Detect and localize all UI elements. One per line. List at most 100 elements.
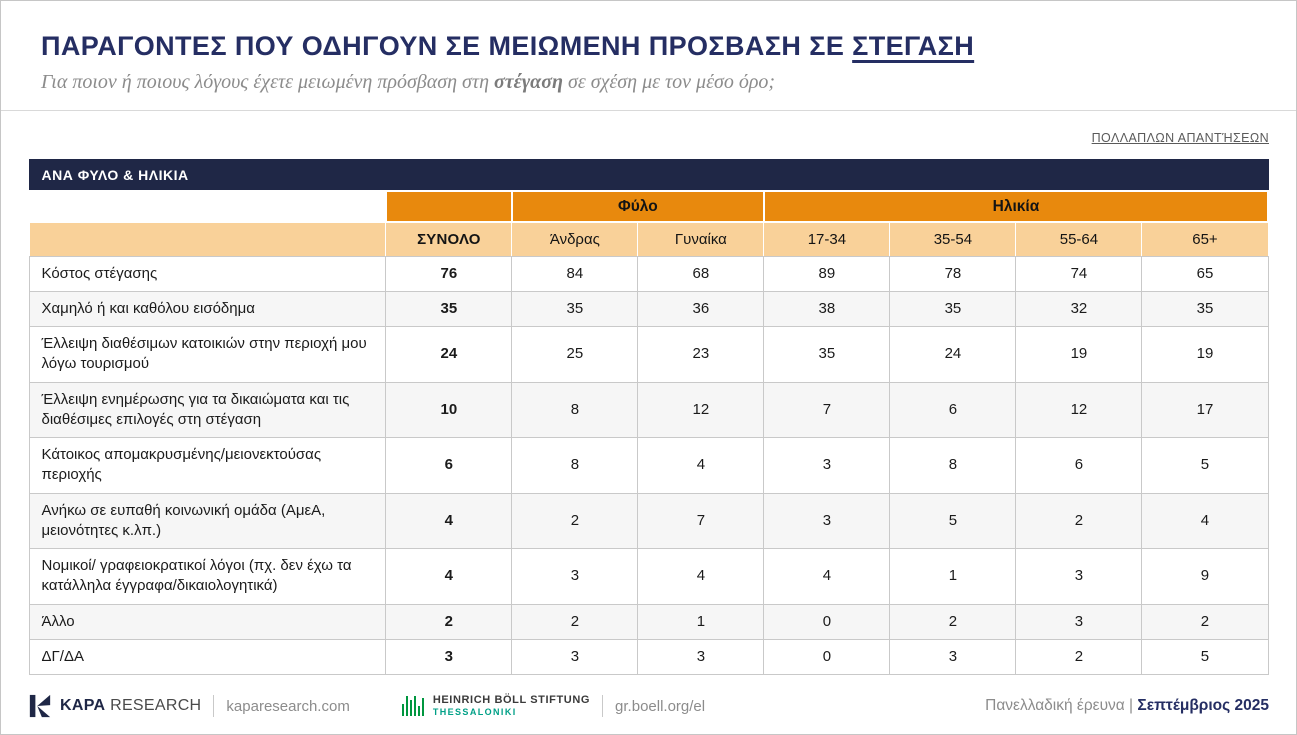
corner-blank-cell	[28, 190, 387, 223]
kapa-wordmark: KAPA RESEARCH	[60, 697, 201, 715]
cell-total: 3	[385, 638, 513, 676]
table-body: Κόστος στέγασης 76 84 68 89 78 74 65 Χαμηλό ή κα…	[28, 255, 1269, 676]
section-title: ΑΝΑ ΦΥΛΟ & ΗΛΙΚΙΑ	[28, 159, 1269, 192]
cell-value: 35	[511, 290, 639, 328]
cell-total: 76	[385, 255, 513, 292]
cell-value: 3	[763, 492, 891, 549]
cell-value: 3	[511, 638, 639, 676]
cell-value: 2	[511, 492, 639, 549]
cell-total: 6	[385, 437, 513, 494]
cell-total: 24	[385, 326, 513, 383]
cell-value: 3	[511, 548, 639, 605]
column-header-35-54: 35-54	[889, 221, 1017, 257]
cell-value: 2	[511, 603, 639, 640]
subtitle-suffix: σε σχέση με τον μέσο όρο;	[563, 71, 776, 93]
column-header-17-34: 17-34	[763, 221, 891, 257]
boell-brand: HEINRICH BÖLL STIFTUNG THESSALONIKI	[401, 694, 590, 718]
survey-info-prefix: Πανελλαδική έρευνα |	[985, 697, 1138, 714]
cell-value: 7	[637, 492, 765, 549]
group-header-row: Φύλο Ηλικία	[28, 190, 1270, 223]
subtitle-prefix: Για ποιον ή ποιους λόγους έχετε μειωμένη…	[41, 71, 494, 93]
cell-total: 10	[385, 381, 513, 438]
multiple-answers-note: ΠΟΛΛΑΠΛΩΝ ΑΠΑΝΤΉΣΕΩΝ	[1091, 131, 1269, 145]
cell-value: 24	[889, 326, 1017, 383]
row-label: Ανήκω σε ευπαθή κοινωνική ομάδα (ΑμεΑ, μ…	[28, 492, 387, 549]
column-header-total: ΣΥΝΟΛΟ	[385, 221, 513, 257]
cell-value: 6	[889, 381, 1017, 438]
cell-value: 2	[1141, 603, 1269, 640]
boell-logo-icon	[401, 695, 424, 716]
cell-value: 65	[1141, 255, 1269, 292]
table-row: Έλλειψη ενημέρωσης για τα δικαιώματα και…	[28, 381, 1269, 438]
cell-value: 6	[1015, 437, 1143, 494]
cell-value: 74	[1015, 255, 1143, 292]
boell-city: THESSALONIKI	[432, 707, 517, 718]
cell-value: 12	[637, 381, 765, 438]
group-header-gender: Φύλο	[510, 190, 765, 223]
cell-value: 5	[889, 492, 1017, 549]
cell-value: 5	[1141, 638, 1269, 676]
table-row: Έλλειψη διαθέσιμων κατοικιών στην περιοχ…	[28, 326, 1269, 383]
table-row: Χαμηλό ή και καθόλου εισόδημα 35 35 36 38 35 3…	[28, 290, 1269, 328]
column-header-male: Άνδρας	[511, 221, 639, 257]
header: ΠΑΡΑΓΟΝΤΕΣ ΠΟΥ ΟΔΗΓΟΥΝ ΣΕ ΜΕΙΩΜΕΝΗ ΠΡΟΣΒ…	[1, 1, 1296, 94]
row-label: Νομικοί/ γραφειοκρατικοί λόγοι (πχ. δεν …	[28, 548, 387, 605]
table-row: Κάτοικος απομακρυσμένης/μειονεκτούσας πε…	[28, 437, 1269, 494]
row-label: Κάτοικος απομακρυσμένης/μειονεκτούσας πε…	[28, 437, 387, 494]
cell-value: 32	[1015, 290, 1143, 328]
kapa-logo-icon	[29, 694, 51, 718]
cell-value: 7	[763, 381, 891, 438]
boell-wordmark: HEINRICH BÖLL STIFTUNG THESSALONIKI	[433, 694, 590, 718]
cell-value: 68	[637, 255, 765, 292]
section-title-row: ΑΝΑ ΦΥΛΟ & ΗΛΙΚΙΑ	[28, 159, 1269, 192]
cell-value: 4	[637, 437, 765, 494]
page-subtitle: Για ποιον ή ποιους λόγους έχετε μειωμένη…	[41, 71, 1256, 94]
cell-total: 4	[385, 492, 513, 549]
survey-date: Σεπτέμβριος 2025	[1137, 697, 1269, 714]
cell-value: 1	[637, 603, 765, 640]
footer: KAPA RESEARCH kaparesearch.com HEINRICH …	[1, 682, 1296, 734]
column-header-55-64: 55-64	[1015, 221, 1143, 257]
cell-value: 89	[763, 255, 891, 292]
cell-value: 19	[1015, 326, 1143, 383]
cell-value: 3	[637, 638, 765, 676]
table-row: Ανήκω σε ευπαθή κοινωνική ομάδα (ΑμεΑ, μ…	[28, 492, 1269, 549]
footer-left: KAPA RESEARCH kaparesearch.com HEINRICH …	[28, 694, 705, 718]
subtitle-bold-word: στέγαση	[494, 71, 564, 93]
column-header-row: ΣΥΝΟΛΟ Άνδρας Γυναίκα 17-34 35-54 55-64 …	[28, 221, 1269, 257]
row-label: Έλλειψη ενημέρωσης για τα δικαιώματα και…	[28, 381, 387, 438]
cell-value: 2	[1015, 638, 1143, 676]
footer-divider-2	[602, 695, 604, 717]
cell-value: 8	[511, 381, 639, 438]
results-table: ΑΝΑ ΦΥΛΟ & ΗΛΙΚΙΑ Φύλο Ηλικία ΣΥΝΟΛΟ Άνδ…	[28, 159, 1270, 676]
kapa-wordmark-light: RESEARCH	[110, 697, 202, 714]
cell-value: 8	[511, 437, 639, 494]
cell-value: 36	[637, 290, 765, 328]
column-header-female: Γυναίκα	[637, 221, 765, 257]
cell-value: 3	[763, 437, 891, 494]
group-header-age: Ηλικία	[762, 190, 1270, 223]
footer-divider-1	[213, 695, 215, 717]
cell-value: 4	[637, 548, 765, 605]
boell-name: HEINRICH BÖLL STIFTUNG	[432, 694, 591, 706]
table-row: Άλλο 2 2 1 0 2 3 2	[28, 603, 1269, 640]
note-row: ΠΟΛΛΑΠΛΩΝ ΑΠΑΝΤΉΣΕΩΝ	[1, 119, 1296, 153]
cell-value: 35	[1141, 290, 1269, 328]
label-column-header	[28, 221, 387, 257]
boell-url: gr.boell.org/el	[615, 697, 706, 715]
row-label: Χαμηλό ή και καθόλου εισόδημα	[28, 290, 387, 328]
cell-value: 2	[1015, 492, 1143, 549]
cell-value: 3	[1015, 603, 1143, 640]
table-row: ΔΓ/ΔΑ 3 3 3 0 3 2 5	[28, 638, 1269, 676]
cell-value: 4	[1141, 492, 1269, 549]
cell-value: 78	[889, 255, 1017, 292]
cell-value: 5	[1141, 437, 1269, 494]
cell-total: 35	[385, 290, 513, 328]
cell-value: 1	[889, 548, 1017, 605]
cell-value: 9	[1141, 548, 1269, 605]
cell-value: 84	[511, 255, 639, 292]
cell-value: 2	[889, 603, 1017, 640]
cell-total: 4	[385, 548, 513, 605]
row-label: Άλλο	[28, 603, 387, 640]
